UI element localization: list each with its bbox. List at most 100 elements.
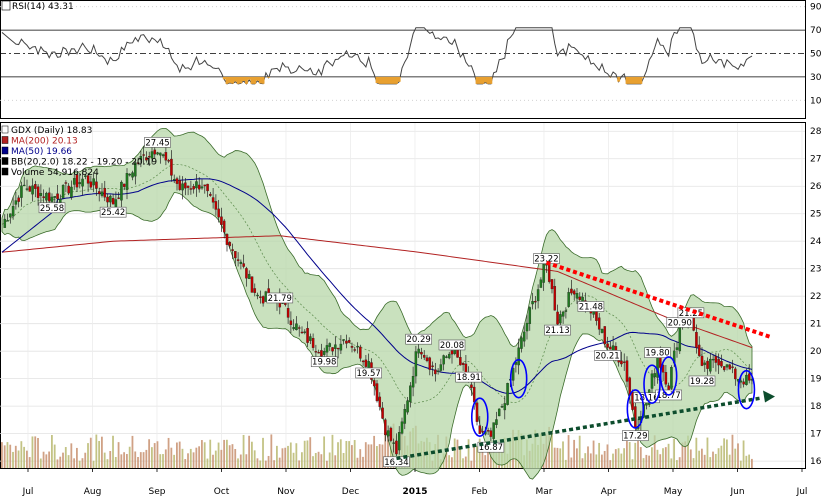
candle-body — [714, 356, 718, 363]
candle-body — [550, 279, 554, 290]
candle-body — [184, 182, 187, 189]
annotation-box — [144, 137, 171, 148]
candle-body — [20, 185, 23, 198]
candle-body — [539, 279, 543, 288]
candle-body — [531, 301, 534, 305]
annotation: 19.28 — [688, 375, 716, 387]
candle-body — [711, 358, 715, 361]
volume-bar — [631, 459, 634, 468]
volume-bar — [156, 441, 159, 468]
rsi-tick-label: 50 — [810, 50, 822, 60]
volume-bar — [478, 438, 481, 468]
volume-bar — [14, 445, 17, 468]
candle-body — [620, 360, 623, 365]
volume-bar — [670, 458, 673, 468]
candle-body — [459, 357, 462, 366]
candle-body — [461, 363, 465, 365]
candle-body — [414, 351, 418, 377]
annotation-box — [477, 441, 505, 453]
volume-bar — [295, 443, 298, 468]
volume-bar — [112, 435, 114, 468]
candle-body — [239, 261, 243, 264]
candle-body — [747, 373, 751, 381]
volume-bar — [620, 453, 623, 468]
volume-bar — [659, 454, 662, 468]
month-label: May — [664, 487, 683, 497]
volume-bar — [751, 458, 753, 468]
candle-body — [384, 419, 387, 436]
volume-bar — [162, 454, 164, 468]
candle-body — [500, 406, 504, 408]
volume-bar — [728, 454, 731, 468]
candle-body — [703, 362, 707, 365]
candle-body — [611, 345, 615, 351]
volume-bar — [251, 441, 253, 468]
price-tick-label: 28 — [810, 127, 822, 137]
candle-body — [367, 361, 370, 369]
annotation-label: 20.90 — [668, 318, 692, 328]
volume-bar — [45, 454, 48, 468]
candle-body — [564, 310, 568, 312]
annotation-label: 20.21 — [595, 351, 619, 361]
candle-body — [495, 419, 498, 425]
candle-body — [114, 199, 118, 208]
candle-body — [439, 364, 443, 371]
volume-bar — [78, 460, 81, 468]
candle-body — [334, 344, 337, 349]
candle-body — [492, 422, 495, 439]
volume-bar — [584, 453, 587, 468]
volume-bar — [181, 448, 184, 468]
volume-bar — [217, 442, 220, 468]
price-tick-label: 21 — [810, 320, 821, 330]
volume-bar — [31, 436, 34, 468]
candle-body — [167, 160, 170, 162]
volume-bar — [103, 452, 106, 468]
candle-body — [309, 336, 312, 341]
candle-body — [39, 193, 43, 196]
volume-bar — [717, 448, 720, 468]
volume-bar — [623, 448, 626, 468]
rsi-panel-frame — [0, 0, 806, 119]
volume-bar — [748, 454, 751, 468]
price-tick-label: 22 — [810, 292, 821, 302]
volume-bar — [101, 436, 103, 468]
candle-body — [581, 296, 584, 302]
volume-bar — [339, 439, 342, 468]
volume-bar — [92, 460, 95, 468]
candle-body — [117, 197, 120, 199]
candle-body — [3, 218, 7, 228]
annotation-label: 20.08 — [440, 341, 464, 351]
volume-bar — [256, 458, 259, 468]
volume-bar — [228, 445, 231, 468]
volume-bar — [320, 454, 323, 468]
candle-body — [225, 234, 229, 245]
volume-bar — [223, 439, 226, 468]
volume-bar — [467, 439, 470, 468]
candle-body — [575, 293, 579, 299]
candles — [3, 142, 754, 456]
annotation-box — [38, 202, 66, 214]
volume-bar — [470, 460, 473, 468]
candle-body — [728, 364, 732, 370]
month-label: Dec — [342, 487, 359, 497]
volume-bar — [606, 444, 609, 468]
volume-bar — [376, 446, 378, 468]
candle-body — [125, 173, 129, 190]
volume-bar — [323, 436, 326, 468]
candle-body — [31, 185, 34, 195]
highlight-circles — [470, 356, 756, 437]
volume-bar — [723, 438, 726, 468]
volume-bar — [281, 448, 284, 468]
candle-body — [6, 220, 9, 222]
candle-body — [578, 296, 582, 300]
candle-body — [147, 156, 151, 158]
candle-body — [606, 343, 609, 348]
candle-body — [295, 323, 298, 331]
annotation: 20.21 — [594, 350, 621, 361]
rsi-tick-label: 10 — [810, 96, 822, 106]
candle-body — [709, 358, 712, 372]
volume-bar — [114, 457, 117, 468]
candle-body — [567, 292, 570, 307]
rsi-tick-label: 30 — [810, 73, 822, 83]
candle-body — [695, 331, 698, 348]
